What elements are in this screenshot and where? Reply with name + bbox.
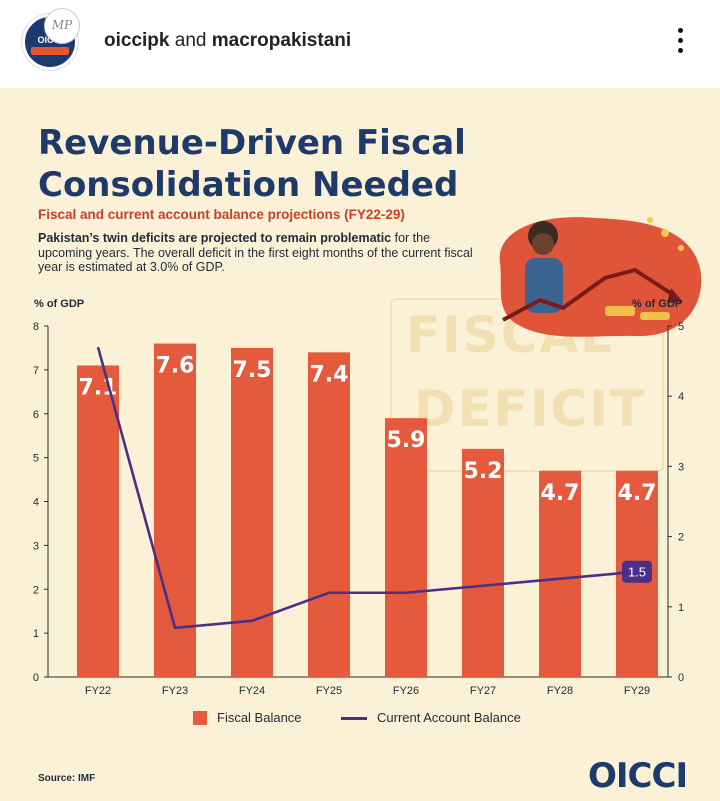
fiscal-balance-bar-label: 7.4 [310,362,349,387]
x-tick-label: FY23 [162,685,188,697]
fiscal-balance-bars: 7.17.6 7.5 7.45.95.24.7 4.7 [77,343,658,677]
current-account-line: 1.5 [96,346,652,630]
left-tick-label: 5 [33,453,39,465]
legend-swatch-current-account [341,717,367,720]
fiscal-balance-bar-label: 5.2 [464,459,503,484]
fiscal-balance-bar [539,470,581,677]
fiscal-balance-bar-label: 7.6 [156,354,195,379]
legend-swatch-fiscal [193,711,207,725]
author-conjunction: and [174,30,207,51]
fiscal-balance-bar [462,448,504,677]
fiscal-balance-bar-label: 7.5 [233,358,272,383]
fiscal-balance-bar [385,418,427,677]
right-axis: 0 1 2 3 4 5 [667,321,684,684]
current-account-line-path [96,346,638,630]
chart-title: Revenue-Driven Fiscal Consolidation Need… [38,122,466,206]
right-tick-label: 1 [678,602,684,614]
right-tick-label: 0 [678,672,684,684]
fiscal-balance-bar-label: 5.9 [387,428,426,453]
x-tick-label: FY22 [85,685,111,697]
legend-label-current-account: Current Account Balance [377,710,521,725]
left-axis-label: % of GDP [34,298,85,310]
post-authors: oiccipk and macropakistani [104,30,351,52]
post-header: OICCI MP oiccipk and macropakistani [0,0,720,88]
legend-label-fiscal: Fiscal Balance [217,710,302,725]
avatar-stripe [31,47,69,55]
fiscal-balance-bar-label: 4.7 [541,481,580,506]
right-axis-label: % of GDP [632,298,683,310]
description-bold: Pakistan’s twin deficits are projected t… [38,231,392,245]
collaborator-avatar-text: MP [51,18,73,32]
left-tick-label: 8 [33,321,39,333]
account-name-1[interactable]: oiccipk [104,30,170,51]
more-options-icon[interactable] [674,24,686,58]
left-tick-label: 2 [33,584,39,596]
fiscal-balance-bar [77,365,119,677]
fiscal-balance-bar [154,343,196,677]
collaborator-avatar[interactable]: MP [44,8,80,44]
left-tick-label: 1 [33,628,39,640]
left-tick-label: 0 [33,672,39,684]
account-name-2[interactable]: macropakistani [211,30,352,51]
x-tick-label: FY27 [470,685,496,697]
x-tick-label: FY26 [393,685,419,697]
right-tick-label: 3 [678,461,684,473]
right-tick-label: 5 [678,321,684,333]
oicci-logo: OICCI [588,756,688,796]
left-tick-label: 3 [33,540,39,552]
source-note: Source: IMF [38,773,96,784]
left-tick-label: 4 [33,497,39,509]
description-rest: for the upcoming years. The overall defi… [38,231,473,274]
chart-subtitle: Fiscal and current account balance proje… [38,207,405,222]
left-tick-label: 7 [33,365,39,377]
title-line-2: Consolidation Needed [38,165,459,205]
x-tick-label: FY28 [547,685,573,697]
current-account-end-badge [622,560,652,583]
x-tick-label: FY29 [624,685,650,697]
title-line-1: Revenue-Driven Fiscal [38,123,466,163]
presenter-illustration [499,217,702,337]
x-tick-label: FY25 [316,685,342,697]
fiscal-balance-bar [308,352,350,677]
current-account-end-label: 1.5 [628,565,646,580]
fiscal-balance-bar-label: 4.7 [618,481,657,506]
background-deficit-word: DEFICIT [414,380,646,438]
chart-description: Pakistan’s twin deficits are projected t… [38,231,478,275]
right-tick-label: 4 [678,391,684,403]
x-tick-label: FY24 [239,685,265,697]
right-tick-label: 2 [678,532,684,544]
x-axis-ticks: FY22 FY23 FY24 FY25 FY26 FY27 FY28 FY29 [85,685,650,697]
left-tick-label: 6 [33,409,39,421]
fiscal-balance-bar [231,347,273,677]
